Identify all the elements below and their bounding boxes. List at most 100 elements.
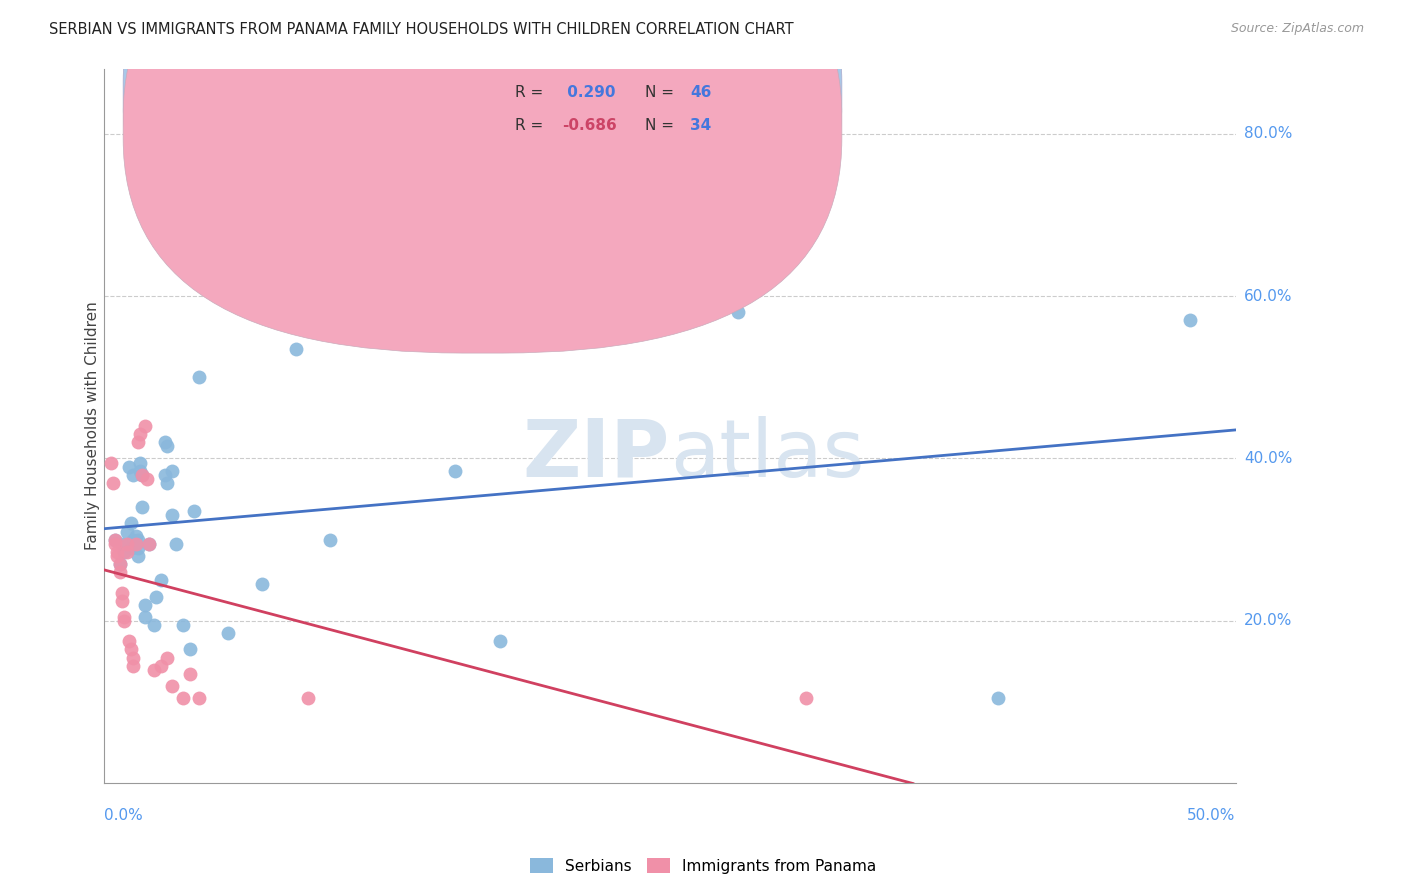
Point xyxy=(142,663,165,677)
Point xyxy=(111,593,134,607)
Point xyxy=(120,642,142,657)
Point xyxy=(138,537,160,551)
Point xyxy=(156,439,179,453)
Point xyxy=(120,516,142,531)
Text: 20.0%: 20.0% xyxy=(1244,614,1292,629)
Point xyxy=(134,610,156,624)
Point xyxy=(122,658,145,673)
Point xyxy=(319,533,342,547)
Point xyxy=(108,566,131,580)
Point xyxy=(188,691,211,706)
Point xyxy=(489,634,512,648)
Text: N =: N = xyxy=(645,85,679,100)
Point xyxy=(165,537,187,551)
Point xyxy=(134,598,156,612)
Point xyxy=(142,618,165,632)
Point xyxy=(127,549,149,563)
Text: Source: ZipAtlas.com: Source: ZipAtlas.com xyxy=(1230,22,1364,36)
Point xyxy=(153,467,176,482)
Point xyxy=(172,618,194,632)
Point xyxy=(127,541,149,555)
Point xyxy=(104,537,127,551)
Point xyxy=(112,545,135,559)
Y-axis label: Family Households with Children: Family Households with Children xyxy=(86,301,100,550)
Point xyxy=(131,467,153,482)
Text: atlas: atlas xyxy=(669,416,865,493)
Point xyxy=(183,504,205,518)
Point xyxy=(100,456,122,470)
Point xyxy=(285,342,308,356)
Point xyxy=(129,464,152,478)
Point xyxy=(122,467,145,482)
Point xyxy=(217,626,239,640)
Point xyxy=(124,537,146,551)
Point xyxy=(104,533,127,547)
Point xyxy=(135,472,157,486)
Point xyxy=(794,691,817,706)
Point xyxy=(138,537,160,551)
Point xyxy=(127,533,149,547)
Point xyxy=(108,557,131,571)
Point xyxy=(129,427,152,442)
Point xyxy=(112,614,135,628)
Point xyxy=(115,537,138,551)
Point xyxy=(108,557,131,571)
Text: -0.686: -0.686 xyxy=(562,119,617,133)
Point xyxy=(727,305,749,319)
Text: 80.0%: 80.0% xyxy=(1244,126,1292,141)
FancyBboxPatch shape xyxy=(124,0,842,353)
Point xyxy=(127,435,149,450)
Point xyxy=(172,691,194,706)
Point xyxy=(160,508,183,523)
Point xyxy=(156,650,179,665)
Point xyxy=(145,590,167,604)
Point xyxy=(149,574,172,588)
Text: ZIP: ZIP xyxy=(523,416,669,493)
Point xyxy=(179,666,201,681)
Text: 34: 34 xyxy=(690,119,711,133)
Point xyxy=(179,642,201,657)
Point xyxy=(107,545,129,559)
Point xyxy=(111,585,134,599)
Point xyxy=(118,634,141,648)
Text: R =: R = xyxy=(515,119,548,133)
Point xyxy=(104,533,127,547)
Text: R =: R = xyxy=(515,85,548,100)
Point xyxy=(124,537,146,551)
Point xyxy=(252,577,274,591)
Point xyxy=(160,679,183,693)
Point xyxy=(118,459,141,474)
Point xyxy=(153,435,176,450)
Point xyxy=(443,464,465,478)
Point xyxy=(111,537,134,551)
Point xyxy=(134,419,156,434)
Point xyxy=(124,529,146,543)
Point xyxy=(987,691,1010,706)
Point xyxy=(1180,313,1202,327)
Point xyxy=(156,475,179,490)
Text: 46: 46 xyxy=(690,85,711,100)
Point xyxy=(263,224,285,238)
Text: 50.0%: 50.0% xyxy=(1188,808,1236,823)
Text: 40.0%: 40.0% xyxy=(1244,451,1292,466)
Text: N =: N = xyxy=(645,119,679,133)
Point xyxy=(107,549,129,563)
Point xyxy=(131,500,153,515)
Legend: Serbians, Immigrants from Panama: Serbians, Immigrants from Panama xyxy=(523,852,883,880)
Point xyxy=(122,650,145,665)
Point xyxy=(160,464,183,478)
Text: 60.0%: 60.0% xyxy=(1244,288,1292,303)
FancyBboxPatch shape xyxy=(124,0,842,319)
Point xyxy=(131,467,153,482)
Text: 0.0%: 0.0% xyxy=(104,808,142,823)
Point xyxy=(101,475,124,490)
Point xyxy=(129,456,152,470)
Point xyxy=(297,691,319,706)
Text: 0.290: 0.290 xyxy=(562,85,616,100)
Point xyxy=(115,524,138,539)
Point xyxy=(188,370,211,384)
FancyBboxPatch shape xyxy=(449,72,789,154)
Text: SERBIAN VS IMMIGRANTS FROM PANAMA FAMILY HOUSEHOLDS WITH CHILDREN CORRELATION CH: SERBIAN VS IMMIGRANTS FROM PANAMA FAMILY… xyxy=(49,22,794,37)
Point xyxy=(122,533,145,547)
Point xyxy=(115,545,138,559)
